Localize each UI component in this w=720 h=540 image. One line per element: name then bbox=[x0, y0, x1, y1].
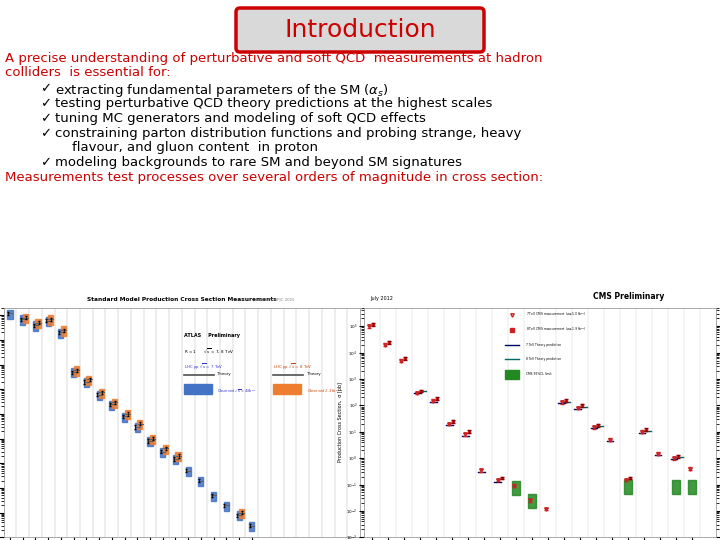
Bar bbox=[20, 315, 25, 325]
Text: Introduction: Introduction bbox=[284, 18, 436, 42]
Text: 8 TeV Theory prediction: 8 TeV Theory prediction bbox=[526, 357, 561, 361]
Bar bbox=[163, 445, 168, 454]
Bar bbox=[688, 480, 696, 494]
Bar bbox=[135, 423, 140, 433]
Bar bbox=[99, 389, 104, 398]
Bar bbox=[125, 410, 130, 420]
Bar bbox=[160, 448, 166, 457]
Text: ✓: ✓ bbox=[40, 112, 51, 125]
Bar bbox=[122, 413, 127, 422]
Text: flavour, and gluon content  in proton: flavour, and gluon content in proton bbox=[72, 141, 318, 154]
Bar bbox=[73, 367, 78, 375]
Bar bbox=[211, 492, 216, 501]
Bar bbox=[96, 391, 102, 400]
Bar bbox=[150, 435, 155, 444]
Text: CMS Preliminary: CMS Preliminary bbox=[593, 292, 665, 301]
Bar bbox=[176, 452, 181, 461]
Text: ✓: ✓ bbox=[40, 127, 51, 140]
Text: constraining parton distribution functions and probing strange, heavy: constraining parton distribution functio… bbox=[55, 127, 521, 140]
Y-axis label: Production Cross Section,  σ [pb]: Production Cross Section, σ [pb] bbox=[338, 383, 343, 462]
Bar bbox=[198, 477, 204, 486]
Bar bbox=[33, 321, 38, 330]
Bar bbox=[512, 481, 520, 495]
Bar bbox=[112, 399, 117, 408]
Bar bbox=[109, 401, 114, 409]
Text: ✓: ✓ bbox=[40, 97, 51, 110]
Text: 7 TeV CMS measurement ($\mathcal{L} \leq 5.0\ \mathrm{fb}^{-1}$): 7 TeV CMS measurement ($\mathcal{L} \leq… bbox=[526, 311, 587, 319]
Text: ✓: ✓ bbox=[40, 156, 51, 169]
Bar bbox=[138, 420, 143, 429]
Text: ATLAS, EPJC 2015: ATLAS, EPJC 2015 bbox=[260, 298, 294, 302]
Bar bbox=[624, 480, 632, 494]
Bar bbox=[35, 319, 40, 328]
Text: 8 TeV CMS measurement ($\mathcal{L} \leq 1.9\ \mathrm{fb}^{-1}$): 8 TeV CMS measurement ($\mathcal{L} \leq… bbox=[526, 326, 587, 333]
Bar bbox=[186, 467, 191, 476]
Text: ✓: ✓ bbox=[40, 82, 51, 95]
Bar bbox=[45, 317, 50, 326]
Bar bbox=[224, 502, 229, 511]
Bar bbox=[86, 376, 91, 385]
Bar bbox=[528, 494, 536, 508]
Bar bbox=[7, 309, 12, 319]
Text: $\sqrt{s}$=8 TeV: $\sqrt{s}$=8 TeV bbox=[367, 413, 374, 433]
Bar bbox=[61, 327, 66, 335]
Text: modeling backgrounds to rare SM and beyond SM signatures: modeling backgrounds to rare SM and beyo… bbox=[55, 156, 462, 169]
Bar bbox=[71, 368, 76, 377]
Text: extracting fundamental parameters of the SM ($\alpha_s$): extracting fundamental parameters of the… bbox=[55, 82, 389, 99]
Bar bbox=[249, 522, 254, 531]
FancyBboxPatch shape bbox=[236, 8, 484, 52]
Text: CMS 95%CL limit: CMS 95%CL limit bbox=[526, 373, 552, 376]
Bar bbox=[48, 315, 53, 325]
Bar bbox=[23, 314, 28, 323]
Text: Measurements test processes over several orders of magnitude in cross section:: Measurements test processes over several… bbox=[5, 171, 543, 184]
Text: July 2012: July 2012 bbox=[371, 296, 394, 301]
Text: tuning MC generators and modeling of soft QCD effects: tuning MC generators and modeling of sof… bbox=[55, 112, 426, 125]
Text: testing perturbative QCD theory predictions at the highest scales: testing perturbative QCD theory predicti… bbox=[55, 97, 492, 110]
Bar bbox=[148, 437, 153, 447]
Bar bbox=[505, 370, 519, 379]
Text: Standard Model Production Cross Section Measurements: Standard Model Production Cross Section … bbox=[87, 297, 276, 302]
Text: A precise understanding of perturbative and soft QCD  measurements at hadron: A precise understanding of perturbative … bbox=[5, 52, 542, 65]
Bar bbox=[173, 455, 178, 464]
Bar bbox=[672, 480, 680, 494]
Bar bbox=[84, 378, 89, 387]
Text: colliders  is essential for:: colliders is essential for: bbox=[5, 66, 171, 79]
Bar bbox=[58, 329, 63, 338]
Bar bbox=[239, 509, 244, 518]
Bar bbox=[237, 511, 242, 521]
Text: 7 TeV Theory prediction: 7 TeV Theory prediction bbox=[526, 342, 561, 347]
